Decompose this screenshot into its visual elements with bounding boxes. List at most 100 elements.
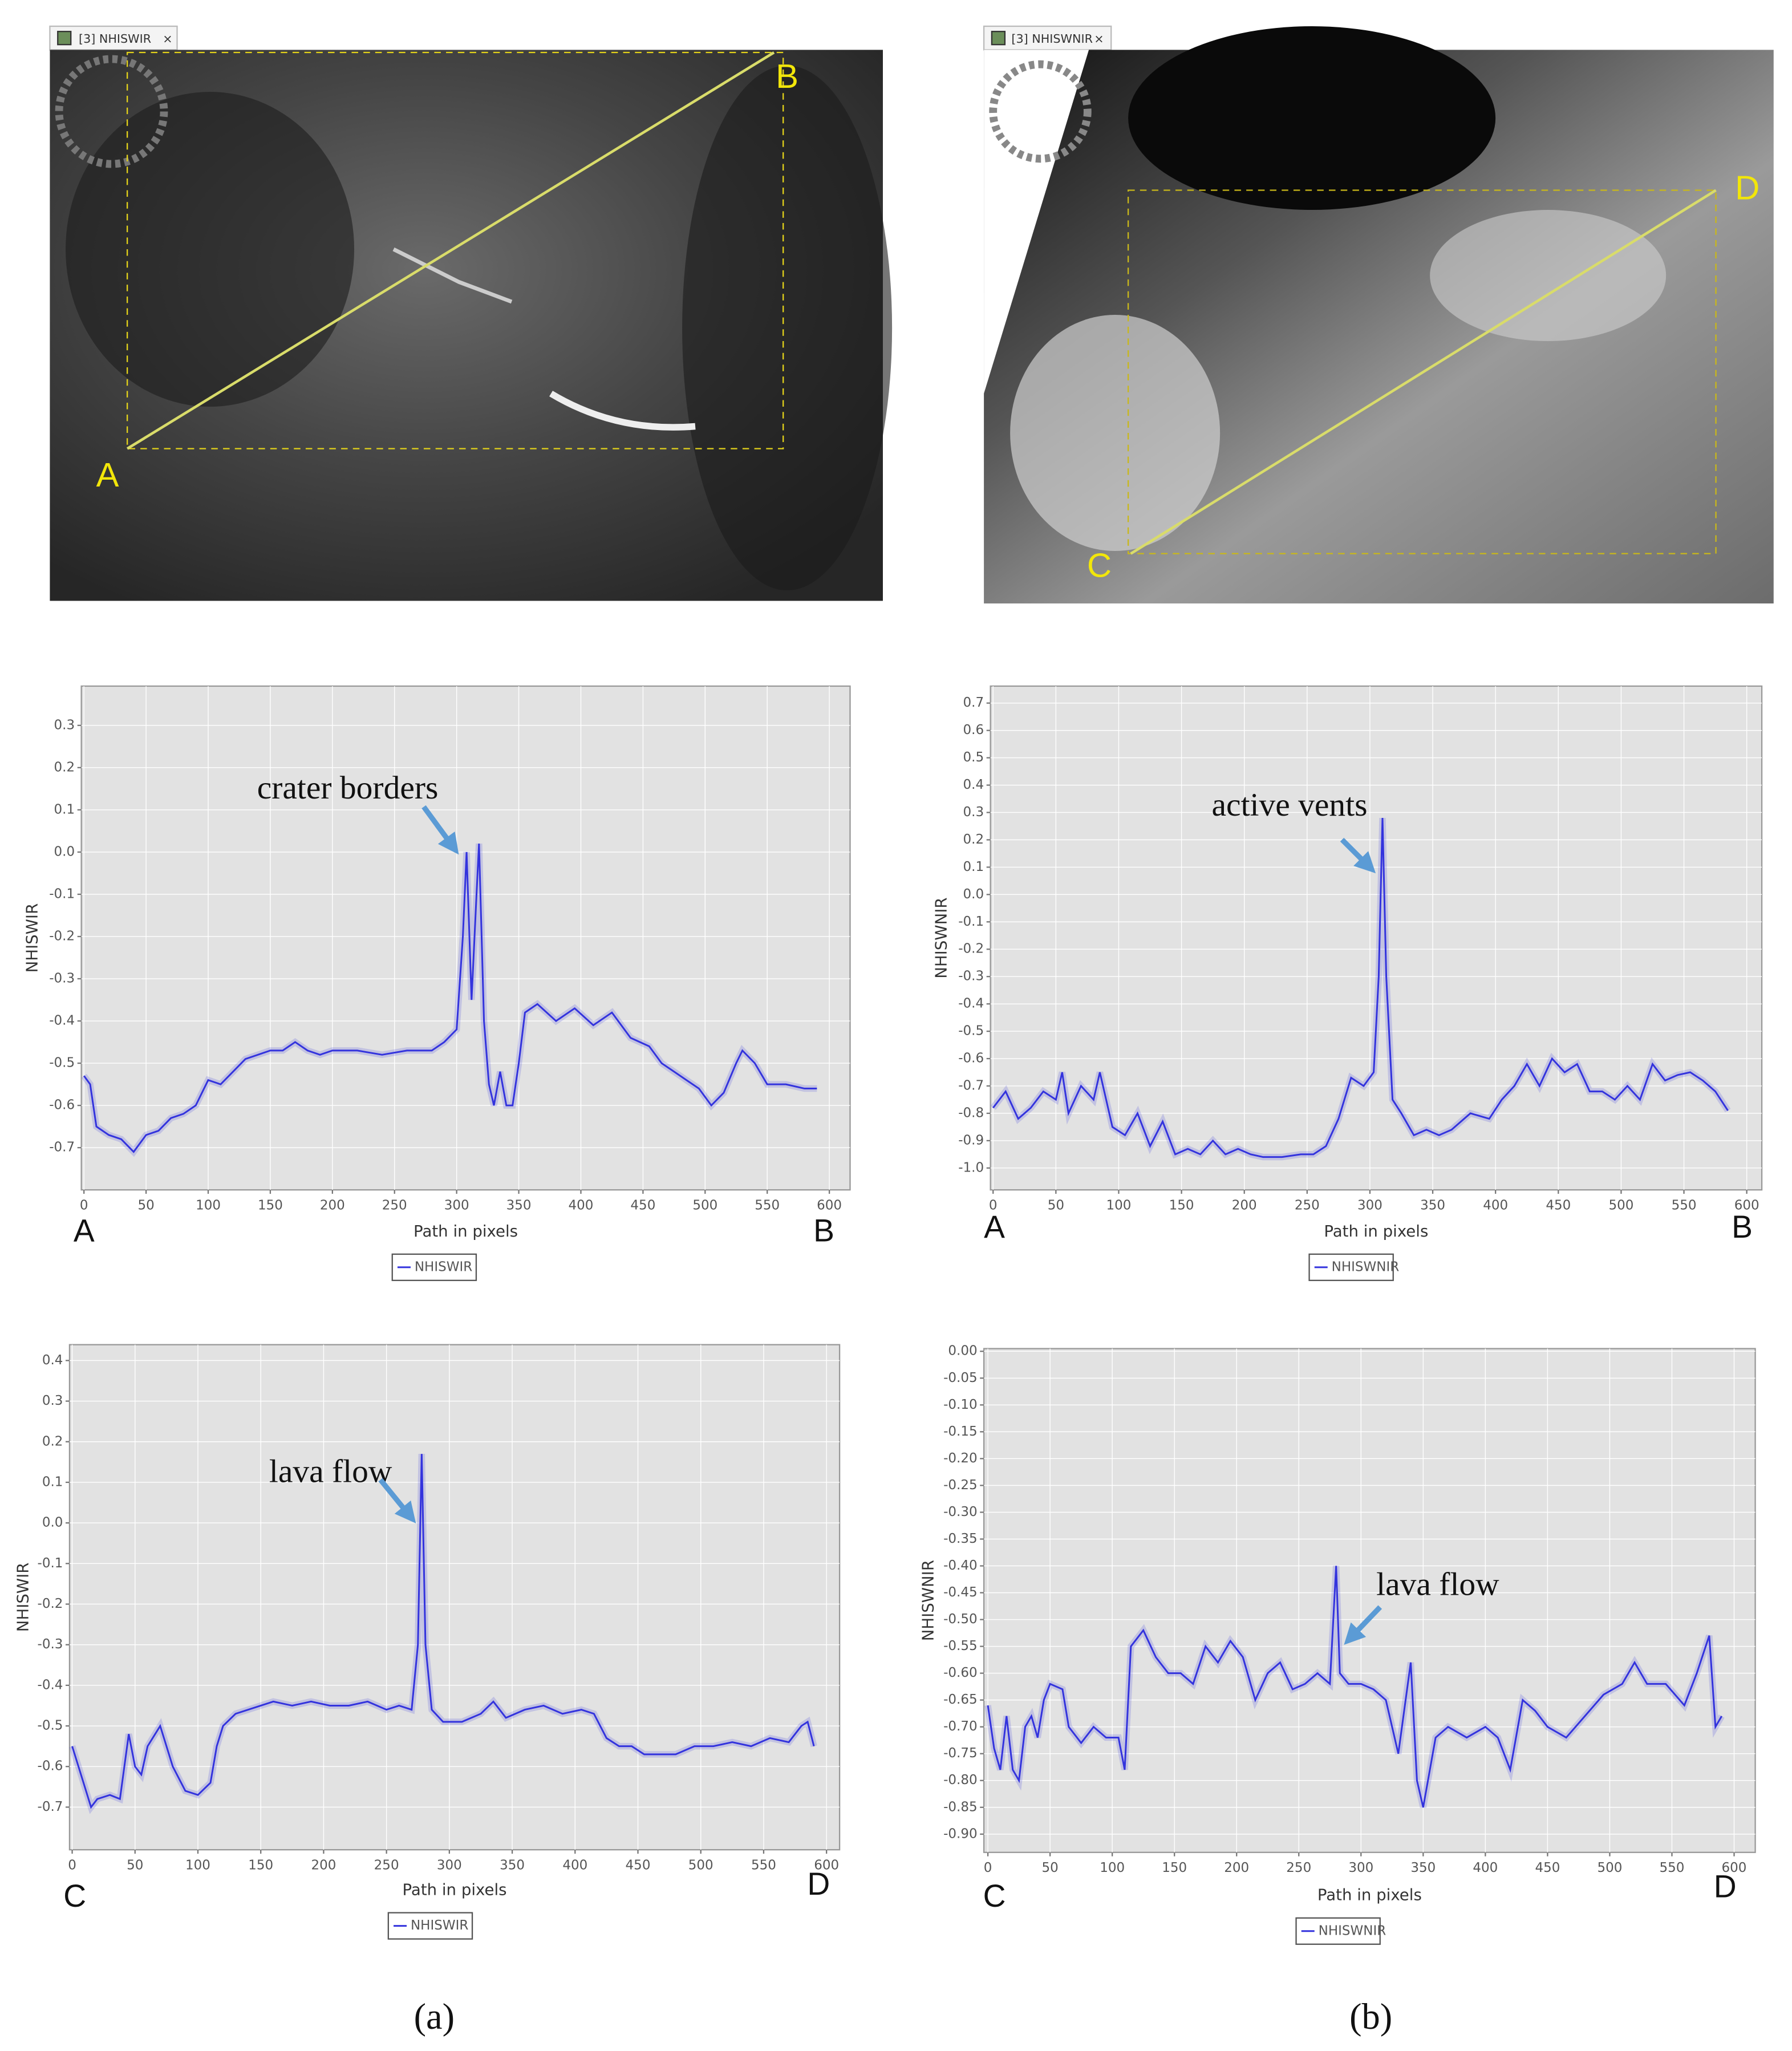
x-tick-label: 450 (1535, 1861, 1560, 1875)
y-tick-label: -0.4 (958, 996, 984, 1011)
x-tick-label: 150 (1162, 1861, 1187, 1875)
y-tick-label: -0.1 (958, 914, 984, 929)
annotation-arrow (421, 805, 459, 855)
legend-label: NHISWNIR (1332, 1259, 1400, 1274)
point-label: A (96, 456, 119, 494)
y-tick-label: -0.10 (943, 1397, 978, 1412)
x-axis-label: Path in pixels (1324, 1222, 1428, 1241)
x-tick-label: 200 (1224, 1861, 1249, 1875)
x-tick-label: 600 (817, 1198, 842, 1213)
path-start-label: A (74, 1213, 95, 1249)
tab-close[interactable]: × (163, 32, 172, 46)
y-tick-label: -0.55 (943, 1639, 978, 1653)
y-tick-label: 0.2 (54, 760, 75, 775)
tab-close[interactable]: × (1094, 32, 1104, 46)
y-tick-label: -0.40 (943, 1558, 978, 1573)
path-end-label: B (1732, 1209, 1753, 1245)
x-tick-label: 0 (68, 1858, 76, 1872)
y-tick-label: -0.5 (49, 1056, 75, 1071)
plot-area (80, 685, 851, 1191)
x-tick-label: 100 (1100, 1861, 1125, 1875)
y-tick-label: 0.3 (42, 1393, 63, 1408)
x-tick-label: 500 (1608, 1198, 1633, 1213)
x-tick-label: 200 (320, 1198, 345, 1213)
x-tick-label: 600 (1722, 1861, 1747, 1875)
path-start-label: A (984, 1209, 1005, 1245)
y-tick-label: 0.1 (42, 1474, 63, 1489)
annotation: crater borders (257, 770, 439, 806)
y-tick-label: -0.65 (943, 1692, 978, 1707)
y-tick-label: -0.7 (49, 1140, 75, 1155)
series-line (987, 1566, 1722, 1808)
y-tick-label: -0.2 (958, 942, 984, 956)
y-tick-label: 0.1 (963, 860, 984, 874)
x-tick-label: 450 (1546, 1198, 1571, 1213)
y-axis-label: NHISWIR (23, 903, 42, 973)
y-tick-label: 0.00 (948, 1344, 977, 1359)
x-tick-label: 450 (626, 1858, 651, 1872)
image-panel: [3] NHISWIR × A B (49, 25, 893, 601)
x-tick-label: 600 (1734, 1198, 1759, 1213)
path-start-label: C (63, 1878, 86, 1914)
y-tick-label: -0.20 (943, 1451, 978, 1466)
x-tick-label: 50 (1048, 1198, 1064, 1213)
y-tick-label: -0.7 (958, 1078, 984, 1093)
y-tick-label: -0.05 (943, 1371, 978, 1385)
x-tick-label: 600 (814, 1858, 839, 1872)
cloud (1010, 315, 1221, 552)
annotation: lava flow (1376, 1566, 1499, 1602)
y-tick-label: 0.2 (42, 1434, 63, 1449)
y-tick-label: 0.6 (963, 723, 984, 737)
x-tick-label: 50 (137, 1198, 154, 1213)
y-tick-label: -0.50 (943, 1612, 978, 1627)
y-tick-label: -0.2 (38, 1596, 63, 1611)
tab-label: [3] NHISWIR (79, 32, 151, 46)
y-tick-label: -1.0 (958, 1160, 984, 1175)
caption: (a) (414, 1996, 455, 2037)
y-tick-label: -0.3 (38, 1637, 63, 1652)
y-tick-label: -0.8 (958, 1105, 984, 1120)
tab-icon (57, 31, 72, 46)
x-tick-label: 400 (1473, 1861, 1498, 1875)
x-tick-label: 300 (444, 1198, 469, 1213)
x-tick-label: 550 (1660, 1861, 1685, 1875)
y-axis-label: NHISWNIR (932, 897, 951, 978)
annotation: active vents (1212, 787, 1368, 823)
x-axis-label: Path in pixels (1317, 1886, 1422, 1904)
chart: 0.00 -0.05 -0.10 -0.15 -0.20 -0.25 -0.30 -0.35 -… (919, 1344, 1756, 1945)
legend-label: NHISWIR (415, 1259, 472, 1274)
y-tick-label: 0.5 (963, 750, 984, 765)
annotation-arrow (378, 1478, 416, 1523)
y-tick-label: -0.35 (943, 1531, 978, 1546)
y-tick-label: 0.1 (54, 802, 75, 817)
y-tick-label: -0.9 (958, 1133, 984, 1148)
terrain (66, 92, 355, 407)
x-tick-label: 150 (1169, 1198, 1194, 1213)
x-tick-label: 350 (500, 1858, 525, 1872)
x-tick-label: 100 (196, 1198, 221, 1213)
path-end-label: B (813, 1213, 834, 1249)
x-tick-label: 550 (751, 1858, 776, 1872)
nav-control[interactable] (989, 60, 1092, 163)
x-tick-label: 400 (1483, 1198, 1508, 1213)
y-tick-label: 0.0 (963, 887, 984, 902)
x-tick-label: 300 (1357, 1198, 1382, 1213)
x-axis-label: Path in pixels (413, 1222, 518, 1241)
profile-line (126, 51, 775, 450)
path-end-label: D (1714, 1869, 1737, 1904)
point-label: C (1087, 546, 1112, 585)
chart: 0.3 0.2 0.1 0.0 -0.1 -0.2 -0.3 -0.4 -0.5 -0.6 -0.7… (23, 685, 851, 1282)
y-tick-label: -0.6 (49, 1098, 75, 1113)
y-tick-label: -0.3 (958, 969, 984, 984)
nav-control[interactable] (55, 55, 168, 168)
chart: 0.4 0.3 0.2 0.1 0.0 -0.1 -0.2 -0.3 -0.4 -0.5 -0.6 -… (13, 1344, 841, 1940)
x-tick-label: 250 (1286, 1861, 1311, 1875)
series-line (71, 1454, 815, 1809)
x-tick-label: 50 (1041, 1861, 1058, 1875)
lava-flow (392, 247, 513, 304)
y-tick-label: -0.60 (943, 1665, 978, 1680)
plot-area (983, 1348, 1756, 1853)
path-start-label: C (983, 1878, 1006, 1914)
y-tick-label: -0.1 (49, 886, 75, 901)
y-tick-label: 0.2 (963, 832, 984, 847)
